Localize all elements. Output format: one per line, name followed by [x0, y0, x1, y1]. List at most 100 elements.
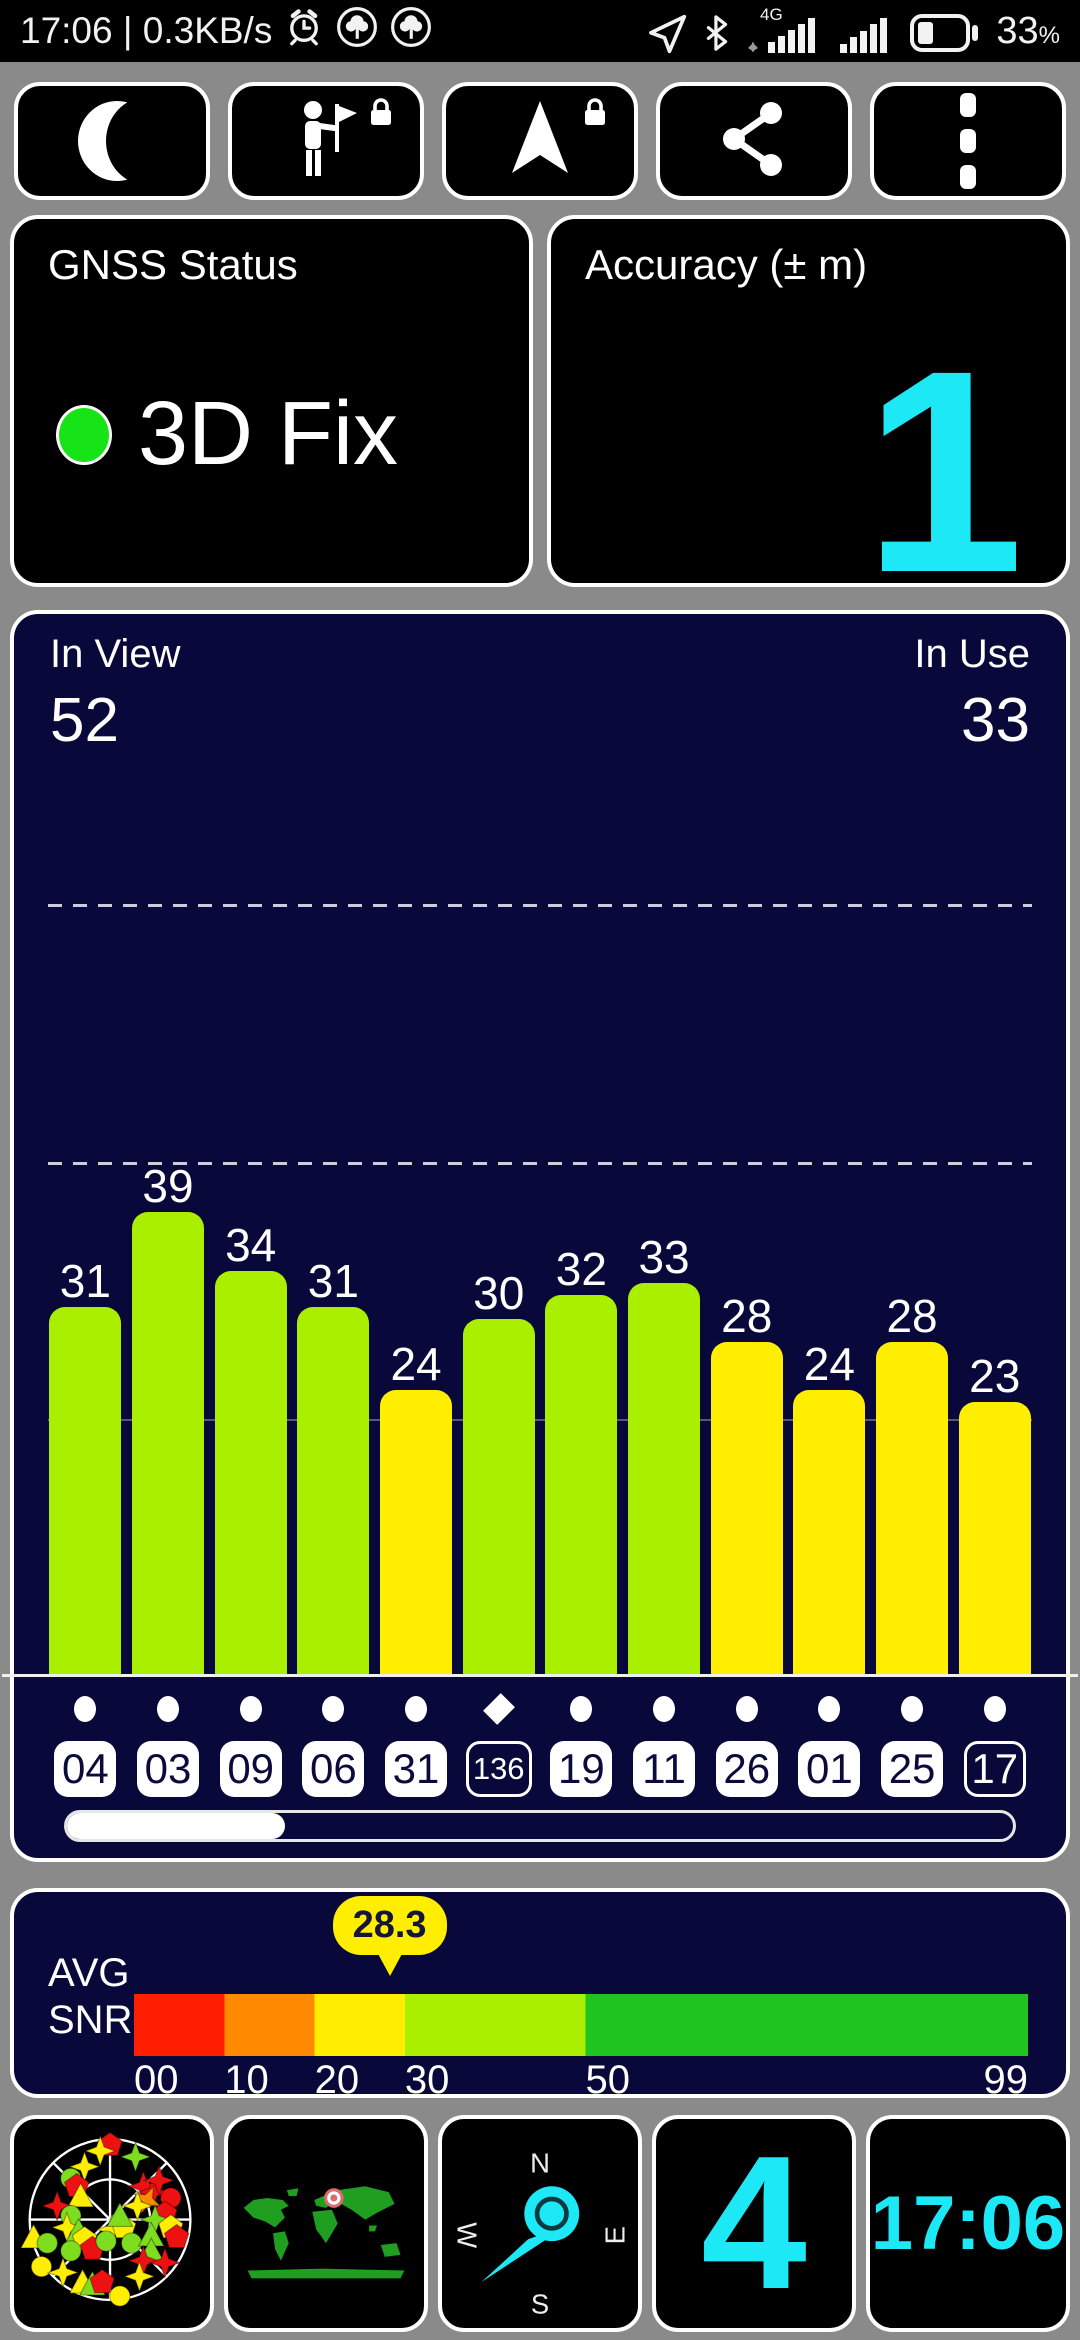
snr-value-label: 30	[473, 1266, 525, 1319]
navigation-button[interactable]	[442, 82, 638, 200]
fix-label: 3D Fix	[138, 384, 399, 484]
snr-label: SNR	[48, 1998, 133, 2043]
satellite-id-badge: 25	[881, 1741, 944, 1797]
overflow-menu-icon	[960, 93, 976, 189]
scrollbar-thumb[interactable]	[67, 1813, 285, 1839]
signal-bars-sim2	[838, 6, 896, 56]
satellite-count-tile[interactable]: 4	[652, 2115, 856, 2332]
overflow-menu-button[interactable]	[870, 82, 1066, 200]
satellite-id-badge: 03	[137, 1741, 199, 1797]
satellite-marker-circle	[983, 1696, 1006, 1722]
badge-cell: 31	[375, 1740, 458, 1798]
satellite-id-badge: 26	[715, 1741, 778, 1797]
compass-tile[interactable]: N S W E	[438, 2115, 642, 2332]
satellite-marker-diamond	[482, 1693, 515, 1725]
snr-bar	[958, 1402, 1031, 1674]
clock-value: 17:06	[870, 2181, 1066, 2266]
marker-cell	[44, 1688, 127, 1730]
satellite-marker-circle	[239, 1696, 262, 1722]
compass-s: S	[531, 2289, 549, 2320]
snr-bar	[214, 1271, 287, 1674]
signal-bars-sim1: 4G	[746, 6, 824, 56]
badge-cell: 03	[127, 1740, 210, 1798]
snr-value-label: 32	[555, 1242, 607, 1295]
chart-scrollbar[interactable]	[64, 1810, 1016, 1842]
satellite-marker-row	[44, 1688, 1036, 1730]
scale-tick: 00	[134, 2058, 179, 2102]
marker-cell	[705, 1688, 788, 1730]
sky-satellite-star	[83, 2134, 117, 2168]
gridline-faint	[48, 1419, 1032, 1421]
tree-notification-icon	[336, 6, 378, 57]
badge-cell: 01	[788, 1740, 871, 1798]
sky-satellite-circle	[95, 2230, 117, 2252]
gridline-dashed	[48, 1162, 1032, 1165]
snr-bar	[793, 1390, 866, 1674]
satellite-snr-panel: In View 52 In Use 33 31 39 34 31 24 30 32 33 28 2…	[2, 610, 1078, 1862]
sky-satellite-circle	[60, 2240, 82, 2262]
clock-tile[interactable]: 17:06	[866, 2115, 1070, 2332]
snr-value-label: 24	[390, 1337, 442, 1390]
poi-flag-button[interactable]	[228, 82, 424, 200]
satellite-marker-circle	[818, 1696, 841, 1722]
network-type-label: 4G	[760, 6, 783, 24]
sky-satellite-circle	[30, 2255, 53, 2278]
marker-cell	[292, 1688, 375, 1730]
moon-icon	[72, 97, 188, 185]
satellite-id-badge: 06	[302, 1741, 365, 1797]
snr-bar	[876, 1342, 949, 1674]
sky-satellite-star	[119, 2140, 152, 2174]
snr-bar	[462, 1319, 535, 1674]
avg-snr-panel: AVG SNR 00 10 20 30 50 99 28.3	[10, 1888, 1070, 2102]
sky-satellite-pentagon	[89, 2268, 116, 2294]
snr-value-label: 24	[803, 1337, 855, 1390]
skyplot-tile[interactable]	[10, 2115, 214, 2332]
marker-cell	[788, 1688, 871, 1730]
alarm-icon	[284, 7, 324, 56]
badge-cell: 17	[953, 1740, 1036, 1798]
bluetooth-icon	[702, 10, 732, 56]
sky-satellite-circle	[109, 2285, 131, 2307]
sky-satellite-flame	[132, 2185, 163, 2215]
lock-icon	[368, 98, 394, 133]
marker-cell	[871, 1688, 954, 1730]
skyplot-icon	[19, 2131, 192, 2307]
scale-tick: 10	[224, 2058, 269, 2102]
world-map-tile[interactable]	[224, 2115, 428, 2332]
marker-cell	[375, 1688, 458, 1730]
satellite-id-badge: 04	[54, 1741, 117, 1797]
snr-value-label: 34	[225, 1218, 277, 1271]
sky-satellite-pentagon	[163, 2223, 190, 2249]
chart-column: 24	[375, 1337, 458, 1674]
snr-value-label: 23	[969, 1349, 1021, 1402]
sky-satellite-circle	[36, 2232, 59, 2254]
accuracy-panel: Accuracy (± m) 1	[547, 215, 1070, 587]
chart-column: 31	[292, 1256, 375, 1674]
snr-bar	[132, 1212, 204, 1674]
battery-icon	[910, 10, 982, 56]
marker-cell	[127, 1688, 210, 1730]
scale-tick: 50	[585, 2058, 631, 2102]
snr-bar	[545, 1295, 618, 1674]
snr-value-label: 28	[886, 1289, 938, 1342]
snr-gradient-bar	[134, 1994, 1028, 2056]
badge-cell: 11	[623, 1740, 706, 1798]
in-view-block: In View 52	[50, 632, 180, 756]
navigation-arrow-icon	[502, 97, 578, 186]
satellite-marker-circle	[901, 1696, 924, 1722]
tree-notification-icon	[390, 6, 432, 57]
badge-cell: 25	[871, 1740, 954, 1798]
satellite-marker-circle	[570, 1696, 593, 1722]
chart-column: 23	[953, 1349, 1036, 1674]
share-button[interactable]	[656, 82, 852, 200]
satellite-marker-circle	[74, 1696, 97, 1722]
scale-tick: 99	[983, 2058, 1029, 2102]
night-mode-button[interactable]	[14, 82, 210, 200]
status-bar: 17:06 | 0.3KB/s	[0, 0, 1080, 62]
snr-bar	[49, 1307, 122, 1674]
snr-bar	[710, 1342, 783, 1674]
badge-cell: 26	[705, 1740, 788, 1798]
marker-cell	[209, 1688, 292, 1730]
location-arrow-icon	[646, 12, 688, 56]
battery-percent: 33%	[996, 10, 1060, 52]
